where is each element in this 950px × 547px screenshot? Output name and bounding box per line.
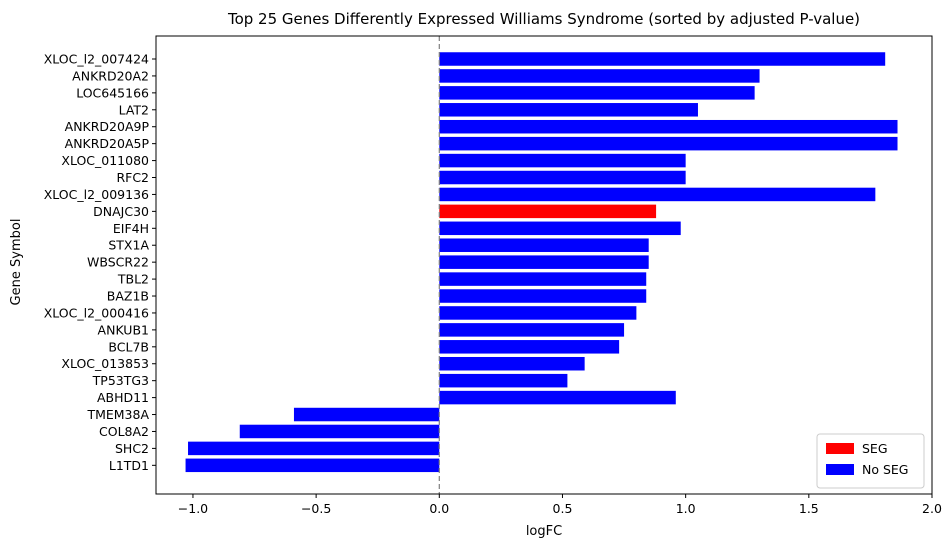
- x-tick-label: −0.5: [301, 501, 331, 516]
- y-tick-label: BCL7B: [108, 339, 149, 354]
- y-tick-label: WBSCR22: [87, 255, 149, 270]
- y-tick-label: TBL2: [117, 272, 149, 287]
- bar-xloc-l2-007424: [439, 52, 886, 66]
- bar-eif4h: [439, 221, 681, 236]
- y-tick-label: ANKUB1: [98, 322, 149, 337]
- y-tick-label: XLOC_l2_009136: [44, 187, 149, 202]
- x-axis-label: logFC: [526, 524, 562, 539]
- x-tick-label: 0.0: [429, 501, 449, 516]
- bar-tbl2: [439, 272, 647, 286]
- y-tick-label: TP53TG3: [92, 373, 149, 388]
- bars-group: [185, 52, 898, 473]
- bar-ankub1: [439, 323, 625, 337]
- y-tick-label: COL8A2: [99, 424, 149, 439]
- x-tick-label: 2.0: [922, 501, 942, 516]
- x-tick-label: −1.0: [178, 501, 208, 516]
- bar-xloc-011080: [439, 153, 686, 168]
- y-tick-label: SHC2: [115, 441, 149, 456]
- x-tick-label: 1.5: [799, 501, 819, 516]
- x-tick-label: 0.5: [553, 501, 573, 516]
- chart-title: Top 25 Genes Differently Expressed Willi…: [227, 10, 860, 28]
- bar-ankrd20a5p: [439, 136, 898, 151]
- y-tick-label: EIF4H: [113, 221, 149, 236]
- x-tick-label: 1.0: [676, 501, 696, 516]
- y-tick-label: ABHD11: [97, 390, 149, 405]
- bar-xloc-013853: [439, 356, 585, 371]
- y-tick-label: BAZ1B: [107, 289, 149, 304]
- bar-baz1b: [439, 289, 647, 303]
- bar-tp53tg3: [439, 373, 568, 388]
- legend: SEG No SEG: [816, 433, 925, 489]
- bar-abhd11: [439, 390, 676, 405]
- x-axis-ticks: −1.0 −0.5 0.0 0.5 1.0 1.5 2.0: [178, 494, 942, 516]
- bar-shc2: [188, 441, 440, 456]
- bar-wbscr22: [439, 255, 649, 269]
- y-tick-label: ANKRD20A2: [72, 68, 149, 83]
- y-tick-label: LOC645166: [76, 85, 149, 100]
- bar-lat2: [439, 103, 698, 117]
- y-axis-label: Gene Symbol: [9, 219, 24, 306]
- y-tick-label: L1TD1: [109, 458, 149, 473]
- legend-label: No SEG: [862, 462, 909, 477]
- y-tick-label: TMEM38A: [86, 407, 149, 422]
- y-tick-label: DNAJC30: [93, 204, 149, 219]
- bar-l1td1: [185, 458, 440, 473]
- legend-swatch: [826, 443, 854, 454]
- y-tick-label: XLOC_l2_007424: [44, 52, 149, 67]
- bar-xloc-l2-009136: [439, 187, 876, 202]
- y-tick-label: LAT2: [119, 102, 149, 117]
- bar-col8a2: [239, 424, 440, 439]
- bar-ankrd20a9p: [439, 119, 898, 134]
- y-tick-label: STX1A: [108, 238, 149, 253]
- y-tick-label: ANKRD20A9P: [65, 119, 150, 134]
- y-tick-label: XLOC_013853: [61, 356, 149, 371]
- plot-area-frame: [155, 35, 933, 495]
- y-tick-label: ANKRD20A5P: [65, 136, 150, 151]
- y-tick-label: XLOC_011080: [61, 153, 149, 168]
- bar-stx1a: [439, 238, 649, 252]
- legend-swatch: [826, 464, 854, 475]
- bar-tmem38a: [293, 407, 440, 422]
- bar-dnajc30: [439, 204, 657, 219]
- bar-bcl7b: [439, 340, 620, 354]
- bar-xloc-l2-000416: [439, 306, 637, 320]
- legend-label: SEG: [862, 441, 888, 456]
- bar-rfc2: [439, 170, 686, 185]
- y-tick-label: XLOC_l2_000416: [44, 305, 149, 320]
- y-tick-label: RFC2: [116, 170, 149, 185]
- bar-loc645166: [439, 86, 755, 100]
- bar-ankrd20a2: [439, 69, 760, 83]
